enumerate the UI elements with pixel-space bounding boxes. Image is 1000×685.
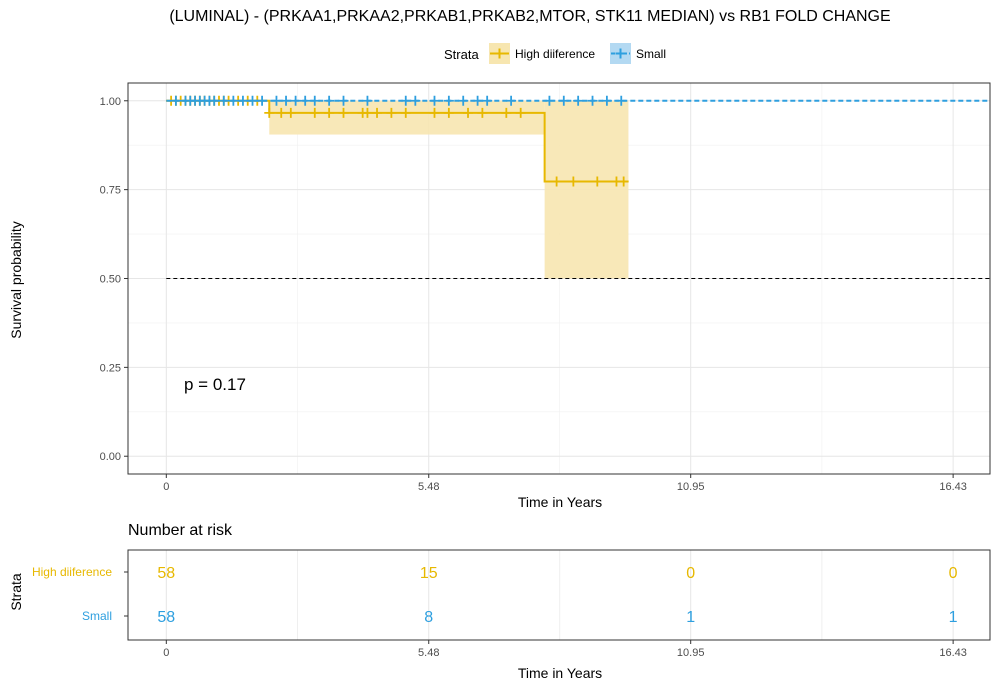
censor-mark: [218, 95, 229, 106]
censor-mark: [551, 176, 562, 187]
censor-mark: [228, 95, 239, 106]
risk-x-tick-label: 16.43: [939, 647, 967, 659]
legend: Strata High diiference Small: [444, 43, 666, 64]
y-tick-label: 0.00: [100, 451, 121, 463]
x-axis-label: Time in Years: [518, 494, 602, 510]
risk-x-tick-label: 0: [163, 647, 169, 659]
risk-count-value: 58: [157, 565, 175, 582]
censor-mark: [573, 95, 584, 106]
censor-mark: [285, 107, 296, 118]
censor-mark: [558, 95, 569, 106]
x-tick-label: 10.95: [677, 481, 705, 493]
x-tick-label: 16.43: [939, 481, 967, 493]
x-tick-label: 0: [163, 481, 169, 493]
censor-mark: [601, 95, 612, 106]
censor-mark: [400, 95, 411, 106]
censor-mark: [616, 95, 627, 106]
censor-mark: [338, 95, 349, 106]
censor-mark: [170, 95, 181, 106]
risk-count-value: 1: [949, 609, 958, 626]
censor-mark: [324, 95, 335, 106]
censor-mark: [410, 95, 421, 106]
risk-row-label: High diiference: [32, 565, 112, 579]
risk-table-title: Number at risk: [128, 522, 233, 539]
censor-mark: [618, 176, 629, 187]
p-value-label: p = 0.17: [184, 375, 246, 394]
censor-mark: [568, 176, 579, 187]
censor-mark: [458, 95, 469, 106]
risk-count-value: 8: [424, 609, 433, 626]
survival-plot-area: 0.00 0.25 0.50 0.75 1.00 0 5.48 10.95 16.43: [100, 82, 991, 493]
censor-mark: [506, 95, 517, 106]
censor-mark: [276, 107, 287, 118]
censor-mark: [309, 95, 320, 106]
censor-mark: [592, 176, 603, 187]
censor-mark: [515, 107, 526, 118]
censor-mark: [386, 107, 397, 118]
censor-mark: [338, 107, 349, 118]
x-tick-label: 5.48: [418, 481, 439, 493]
censor-mark: [372, 107, 383, 118]
censor-mark: [271, 95, 282, 106]
censor-mark: [501, 107, 512, 118]
risk-table-area: 0 5.48 10.95 16.43 High diiference 58 15 0 0 Smal…: [32, 549, 991, 659]
risk-count-value: 1: [686, 609, 695, 626]
censor-mark: [472, 95, 483, 106]
censor-mark: [443, 95, 454, 106]
legend-label-high: High diiference: [515, 47, 595, 61]
censor-mark: [290, 95, 301, 106]
y-tick-label: 0.75: [100, 185, 121, 197]
censor-mark: [281, 95, 292, 106]
legend-title: Strata: [444, 47, 479, 62]
censor-mark: [400, 107, 411, 118]
censor-mark: [443, 107, 454, 118]
censor-mark: [237, 95, 248, 106]
chart-title: (LUMINAL) - (PRKAA1,PRKAA2,PRKAB1,PRKAB2…: [169, 8, 890, 25]
risk-table-x-label: Time in Years: [518, 665, 602, 681]
y-tick-label: 1.00: [100, 96, 121, 108]
censor-mark: [309, 107, 320, 118]
y-tick-label: 0.50: [100, 274, 121, 286]
risk-x-tick-label: 10.95: [677, 647, 705, 659]
censor-mark: [463, 107, 474, 118]
legend-label-small: Small: [636, 47, 666, 61]
risk-table-y-label: Strata: [8, 573, 24, 611]
risk-count-value: 58: [157, 609, 175, 626]
plot-panel-border: [127, 82, 991, 475]
censor-mark: [429, 107, 440, 118]
risk-panel-border: [127, 549, 991, 641]
legend-key-small-censor: [615, 48, 626, 59]
y-axis-label: Survival probability: [8, 221, 24, 339]
censor-mark: [477, 107, 488, 118]
censor-mark: [209, 95, 220, 106]
y-tick-label: 0.25: [100, 362, 121, 374]
censor-mark: [544, 95, 555, 106]
censor-mark: [264, 107, 275, 118]
censor-mark: [482, 95, 493, 106]
risk-x-tick-label: 5.48: [418, 647, 439, 659]
risk-row-label: Small: [82, 609, 112, 623]
confidence-band: [269, 100, 545, 135]
censor-mark: [324, 107, 335, 118]
risk-count-value: 0: [949, 565, 958, 582]
censor-mark: [429, 95, 440, 106]
censor-mark: [257, 95, 268, 106]
censor-mark: [247, 95, 258, 106]
censor-mark: [362, 95, 373, 106]
confidence-band: [544, 100, 629, 279]
risk-count-value: 0: [686, 565, 695, 582]
censor-mark: [587, 95, 598, 106]
censor-mark: [300, 95, 311, 106]
risk-count-value: 15: [420, 565, 438, 582]
censor-mark: [362, 107, 373, 118]
legend-key-high-censor: [494, 48, 505, 59]
